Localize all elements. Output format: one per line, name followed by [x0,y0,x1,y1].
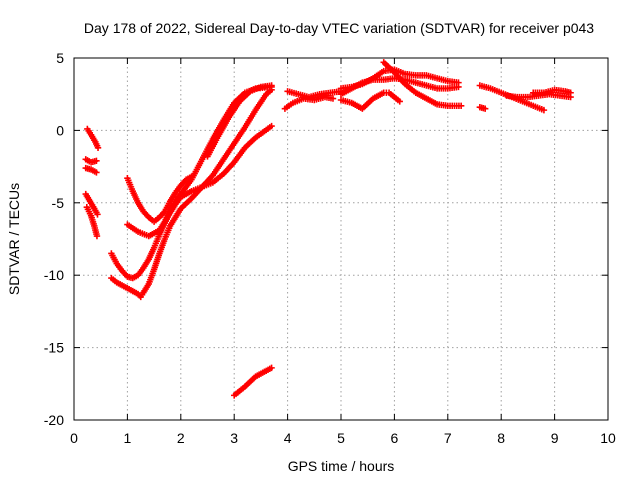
y-tick-label: -10 [44,267,64,283]
chart-title: Day 178 of 2022, Sidereal Day-to-day VTE… [84,20,594,36]
data-point [567,89,574,96]
series-arc-15 [337,75,462,98]
x-tick-label: 2 [177,430,185,446]
data-point [94,211,101,218]
x-tick-label: 7 [444,430,452,446]
data-point [93,157,100,165]
data-point [268,122,275,130]
series-arc-4 [82,190,101,218]
x-tick-label: 10 [600,430,616,446]
series-arc-3 [82,164,100,176]
y-tick-label: -15 [44,340,64,356]
x-tick-label: 6 [391,430,399,446]
series-arc-8 [108,86,275,301]
x-tick-label: 3 [230,430,238,446]
series-arc-2 [82,156,100,166]
data-point [455,83,462,91]
x-tick-label: 9 [551,430,559,446]
data-point [457,102,465,109]
y-tick-label: 5 [56,50,64,66]
x-tick-label: 1 [124,430,132,446]
data-point [540,106,548,114]
data-point [93,232,101,240]
x-tick-label: 8 [497,430,505,446]
series-arc-19 [476,82,548,114]
series-arc-21 [530,86,574,96]
x-tick-label: 5 [337,430,345,446]
data-points [82,59,574,399]
axes: 0 1 2 3 4 5 6 7 8 9 10 -20 -15 -10 -5 0 5 [44,50,616,446]
y-tick-label: -5 [52,195,65,211]
data-point [94,144,102,151]
x-tick-label: 4 [284,430,292,446]
y-axis-label: SDTVAR / TECUs [6,183,22,295]
series-arc-16 [337,89,403,112]
series-arc-6 [124,173,195,225]
series-arc-10 [204,82,275,160]
data-point [396,98,403,105]
series-arc-13 [281,93,337,112]
y-tick-label: 0 [56,122,64,138]
series-arc-20 [503,91,574,101]
series-arc-18 [476,104,489,112]
data-point [93,169,100,176]
data-point [268,364,275,372]
series-arc-1 [84,125,102,151]
series-arc-11 [231,364,275,399]
data-point [481,105,489,112]
series-arc-17 [380,59,465,109]
x-tick-label: 0 [70,430,78,446]
series-arc-5 [83,203,101,240]
grid [74,58,608,420]
x-axis-label: GPS time / hours [288,458,395,474]
y-tick-label: -20 [44,412,64,428]
data-point [268,82,275,89]
data-point [329,95,337,102]
